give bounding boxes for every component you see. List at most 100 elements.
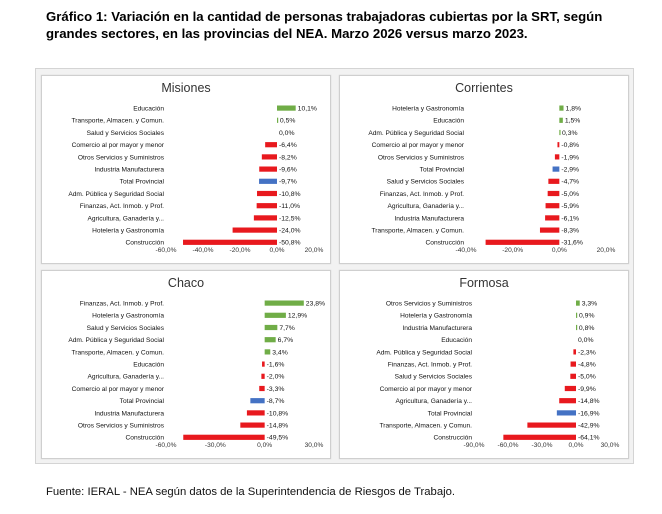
category-label: Finanzas, Act. Inmob. y Prof. xyxy=(80,203,164,210)
category-label: Agricultura, Ganadería y... xyxy=(88,374,165,381)
category-label: Otros Servicios y Suministros xyxy=(378,154,465,161)
data-label: -1,6% xyxy=(267,362,285,369)
bar xyxy=(264,349,271,355)
bar xyxy=(527,422,576,428)
bar xyxy=(277,117,279,123)
data-label: -50,8% xyxy=(279,240,301,247)
category-label: Comercio al por mayor y menor xyxy=(372,142,465,149)
category-label: Otros Servicios y Suministros xyxy=(78,154,165,161)
category-label: Salud y Servicios Sociales xyxy=(387,179,465,186)
category-label: Adm. Pública y Seguridad Social xyxy=(68,191,164,198)
bar xyxy=(250,398,265,404)
tick-label: 0,0% xyxy=(269,247,284,254)
bar xyxy=(576,312,578,318)
tick-label: -90,0% xyxy=(464,442,485,449)
bar xyxy=(556,410,576,416)
tick-label: 30,0% xyxy=(601,442,620,449)
category-label: Construcción xyxy=(426,240,465,247)
category-label: Total Provincial xyxy=(420,167,465,174)
data-label: -4,7% xyxy=(561,179,579,186)
data-label: 1,5% xyxy=(565,118,581,125)
chart-svg: Misiones Educación 10,1% Transporte, Almace… xyxy=(68,81,323,254)
bar xyxy=(545,203,560,209)
category-label: Industria Manufacturera xyxy=(94,167,164,174)
chart-svg: Formosa Otros Servicios y Suministros 3,3%… xyxy=(376,276,620,449)
data-label: -12,5% xyxy=(279,215,301,222)
data-label: -9,9% xyxy=(578,386,596,393)
category-label: Finanzas, Act. Inmob. y Prof. xyxy=(380,191,464,198)
tick-label: 0,0% xyxy=(552,247,567,254)
data-label: -6,4% xyxy=(279,142,297,149)
tick-label: 30,0% xyxy=(305,442,324,449)
tick-label: 20,0% xyxy=(597,247,616,254)
bar xyxy=(485,239,560,245)
bar xyxy=(259,385,265,392)
category-label: Educación xyxy=(133,106,164,113)
category-label: Hotelería y Gastronomía xyxy=(92,313,164,320)
category-label: Agricultura, Ganadería y... xyxy=(88,215,165,222)
bar xyxy=(570,361,576,367)
tick-label: -20,0% xyxy=(502,247,523,254)
category-label: Total Provincial xyxy=(428,410,473,417)
category-label: Transporte, Almacen. y Comun. xyxy=(72,349,165,356)
data-label: -5,0% xyxy=(561,191,579,198)
data-label: 0,5% xyxy=(280,118,296,125)
category-label: Total Provincial xyxy=(120,179,165,186)
bar xyxy=(183,434,265,440)
data-label: 7,7% xyxy=(279,325,295,332)
data-label: 0,0% xyxy=(279,130,295,137)
data-label: -3,3% xyxy=(267,386,285,393)
tick-label: 0,0% xyxy=(568,442,583,449)
category-label: Transporte, Almacen. y Comun. xyxy=(72,118,165,125)
category-label: Agricultura, Ganadería y... xyxy=(388,203,465,210)
data-label: 23,8% xyxy=(306,301,325,308)
panel-chaco: Chaco Finanzas, Act. Inmob. y Prof. 23,8% H… xyxy=(41,270,331,459)
data-label: 12,9% xyxy=(288,313,307,320)
category-label: Finanzas, Act. Inmob. y Prof. xyxy=(80,301,164,308)
category-label: Comercio al por mayor y menor xyxy=(380,386,473,393)
tick-label: -60,0% xyxy=(498,442,519,449)
bar xyxy=(570,373,576,379)
bar xyxy=(277,105,296,111)
bar xyxy=(262,361,265,367)
chart-title: Gráfico 1: Variación en la cantidad de p… xyxy=(46,9,603,41)
category-label: Industria Manufacturera xyxy=(94,410,164,417)
panel-title: Formosa xyxy=(459,276,508,290)
bar xyxy=(552,166,560,172)
category-label: Finanzas, Act. Inmob. y Prof. xyxy=(388,362,472,369)
data-label: -31,6% xyxy=(561,240,583,247)
data-label: -2,9% xyxy=(561,167,579,174)
data-label: -24,0% xyxy=(279,228,301,235)
category-label: Hotelería y Gastronomía xyxy=(392,106,464,113)
tick-label: -60,0% xyxy=(156,442,177,449)
data-label: 0,3% xyxy=(562,130,578,137)
bar xyxy=(264,324,278,331)
bar xyxy=(265,142,277,148)
bar xyxy=(559,105,564,111)
tick-label: -20,0% xyxy=(230,247,251,254)
data-label: 0,9% xyxy=(579,313,595,320)
category-label: Otros Servicios y Suministros xyxy=(78,423,165,430)
chart-svg: Chaco Finanzas, Act. Inmob. y Prof. 23,8% H… xyxy=(68,276,325,449)
panel-title: Corrientes xyxy=(455,81,513,95)
panel-misiones: Misiones Educación 10,1% Transporte, Almace… xyxy=(41,75,331,264)
bar xyxy=(261,154,277,160)
bar xyxy=(557,142,560,148)
tick-label: 0,0% xyxy=(257,442,272,449)
category-label: Salud y Servicios Sociales xyxy=(87,325,165,332)
bar xyxy=(256,203,277,209)
category-label: Adm. Pública y Seguridad Social xyxy=(376,349,472,356)
data-label: 0,8% xyxy=(579,325,595,332)
panel-title: Misiones xyxy=(161,81,210,95)
category-label: Agricultura, Ganadería y... xyxy=(396,398,473,405)
bar xyxy=(559,398,576,404)
data-label: -9,7% xyxy=(279,179,297,186)
data-label: -11,0% xyxy=(279,203,300,210)
category-label: Total Provincial xyxy=(120,398,165,405)
category-label: Hotelería y Gastronomía xyxy=(92,228,164,235)
bar xyxy=(264,300,304,306)
tick-label: -30,0% xyxy=(532,442,553,449)
chart-svg: Corrientes Hotelería y Gastronomía 1,8% Edu… xyxy=(368,81,616,254)
bar xyxy=(183,239,277,245)
category-label: Salud y Servicios Sociales xyxy=(395,374,473,381)
